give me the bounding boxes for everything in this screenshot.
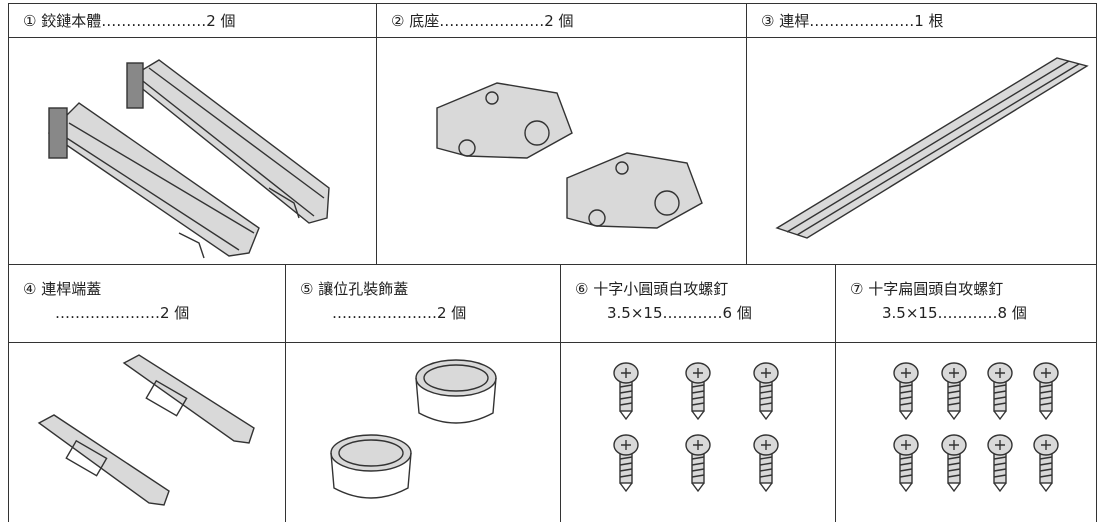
image-cell	[376, 37, 746, 264]
screw	[893, 434, 919, 493]
screw-illustration	[893, 362, 1059, 493]
screw	[753, 362, 779, 421]
part-label: 3.5×15…………8 個	[882, 304, 1027, 322]
part-label: …………………2 個	[332, 304, 467, 322]
image-cell	[746, 37, 1097, 264]
part-header: ⑤ 讓位孔裝飾蓋 …………………2 個	[285, 264, 560, 342]
screw	[613, 434, 639, 493]
screw	[1033, 362, 1059, 421]
part-label: ⑥ 十字小圓頭自攻螺釘	[575, 280, 729, 298]
screw	[1033, 434, 1059, 493]
screw	[941, 362, 967, 421]
screw	[685, 434, 711, 493]
part-header: ③ 連桿…………………1 根	[746, 3, 1097, 37]
screw	[613, 362, 639, 421]
part-header: ② 底座…………………2 個	[376, 3, 746, 37]
base-illustration	[436, 82, 703, 229]
image-cell	[835, 342, 1097, 522]
screw	[753, 434, 779, 493]
screw	[987, 434, 1013, 493]
part-label: ② 底座…………………2 個	[391, 12, 574, 30]
part-label: ④ 連桿端蓋	[23, 280, 102, 298]
hinge-illustration	[47, 59, 330, 259]
part-label: ⑦ 十字扁圓頭自攻螺釘	[850, 280, 1004, 298]
screw-illustration	[613, 362, 779, 493]
image-cell	[8, 342, 285, 522]
image-cell	[8, 37, 376, 264]
rod-illustration	[775, 57, 1089, 239]
part-header: ① 鉸鏈本體…………………2 個	[8, 3, 376, 37]
screw	[893, 362, 919, 421]
cover-illustration	[330, 359, 497, 499]
part-header: ⑦ 十字扁圓頭自攻螺釘 3.5×15…………8 個	[835, 264, 1097, 342]
part-label: 3.5×15…………6 個	[607, 304, 752, 322]
part-header: ④ 連桿端蓋 …………………2 個	[8, 264, 285, 342]
endcap-illustration	[37, 354, 255, 506]
image-cell	[285, 342, 560, 522]
image-cell	[560, 342, 835, 522]
part-label: ③ 連桿…………………1 根	[761, 12, 944, 30]
part-label: ① 鉸鏈本體…………………2 個	[23, 12, 236, 30]
screw	[941, 434, 967, 493]
screw	[685, 362, 711, 421]
part-header: ⑥ 十字小圓頭自攻螺釘 3.5×15…………6 個	[560, 264, 835, 342]
part-label: …………………2 個	[55, 304, 190, 322]
screw	[987, 362, 1013, 421]
part-label: ⑤ 讓位孔裝飾蓋	[300, 280, 409, 298]
